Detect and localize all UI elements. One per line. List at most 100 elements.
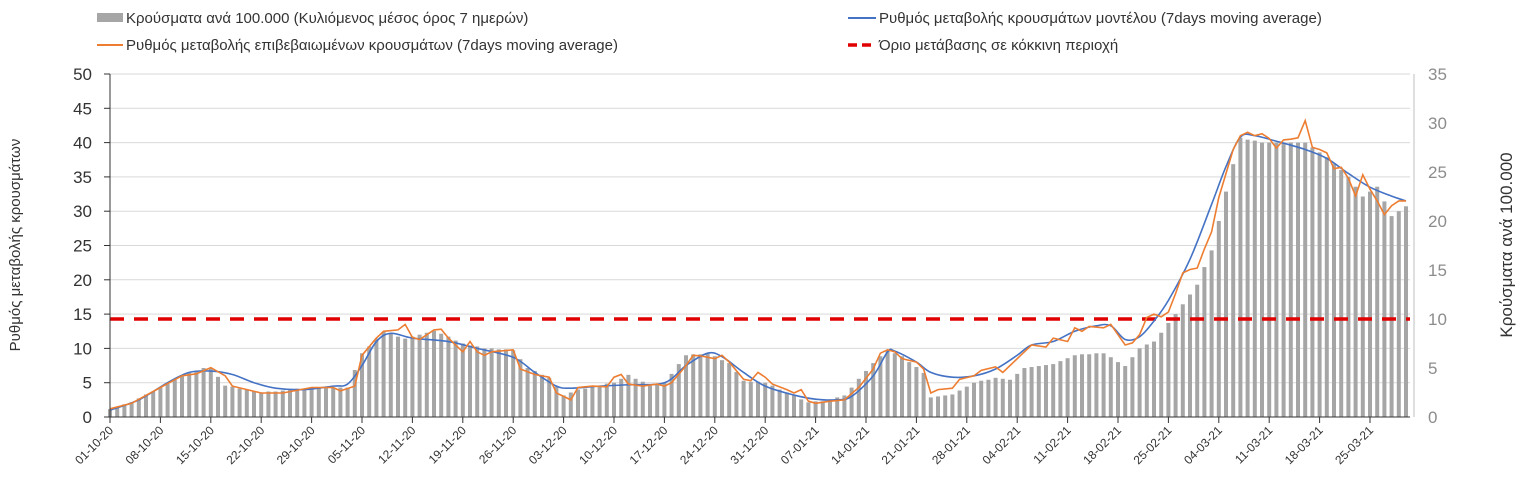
bar <box>878 356 883 417</box>
bar <box>741 380 746 417</box>
y-left-tick-label: 25 <box>73 237 92 256</box>
bar <box>554 386 559 417</box>
bar <box>597 385 602 417</box>
bar <box>662 382 667 417</box>
bar <box>576 389 580 417</box>
bar <box>619 378 624 417</box>
bar <box>1159 332 1164 417</box>
bar <box>1238 137 1243 417</box>
bar <box>1094 353 1099 417</box>
bar <box>1224 191 1228 417</box>
bar <box>1144 344 1149 417</box>
bar <box>446 336 451 417</box>
y-left-tick-label: 50 <box>73 65 92 84</box>
bar <box>194 370 199 417</box>
bar <box>496 349 501 417</box>
bar <box>1022 368 1027 417</box>
y-right-tick-label: 35 <box>1428 65 1447 84</box>
bar <box>568 392 573 417</box>
bar <box>712 356 717 417</box>
bar <box>504 349 508 417</box>
bar <box>784 392 789 417</box>
bar <box>1101 353 1106 417</box>
bar <box>583 388 588 417</box>
bar <box>813 401 818 417</box>
bar <box>1389 216 1394 417</box>
bar <box>921 372 926 417</box>
bar <box>612 382 616 417</box>
bar <box>360 353 364 417</box>
bar <box>230 386 235 417</box>
bar <box>1044 365 1048 417</box>
bar <box>1339 170 1344 417</box>
legend-swatch-bars <box>97 13 123 22</box>
bar <box>720 360 724 417</box>
bar <box>820 401 825 417</box>
bar <box>259 392 264 417</box>
bar <box>1137 348 1142 417</box>
y-right-tick-label: 25 <box>1428 163 1447 182</box>
bar <box>964 386 969 417</box>
bar <box>1000 378 1005 417</box>
bar <box>482 348 487 417</box>
y-left-tick-label: 0 <box>83 408 92 427</box>
bar <box>792 395 796 417</box>
bar <box>115 407 120 417</box>
bar <box>842 395 847 417</box>
bar <box>1346 176 1351 417</box>
bar <box>928 397 933 417</box>
bar <box>1303 142 1308 417</box>
bar <box>856 378 861 417</box>
bar <box>1231 164 1236 417</box>
y-left-tick-label: 15 <box>73 305 92 324</box>
bar <box>655 383 660 417</box>
bar <box>734 371 739 417</box>
bar <box>763 382 768 417</box>
bar <box>338 387 343 417</box>
bar <box>151 391 156 417</box>
bar <box>1130 357 1135 417</box>
bar <box>288 389 292 417</box>
bar <box>907 362 912 417</box>
bar <box>352 369 357 417</box>
legend-label-model: Ρυθμός μεταβολής κρουσμάτων μοντέλου (7d… <box>879 10 1322 27</box>
bar <box>460 343 465 417</box>
bar <box>1108 357 1113 417</box>
x-tick-label: 24-12-20 <box>677 423 721 467</box>
bar <box>1267 142 1272 417</box>
bar <box>633 378 638 417</box>
bar <box>561 395 566 417</box>
bar <box>1209 250 1214 417</box>
bar <box>144 394 148 417</box>
bar <box>1166 322 1171 417</box>
bar <box>1353 186 1358 417</box>
bar <box>1152 341 1156 417</box>
bar <box>158 387 163 417</box>
bar <box>972 382 976 417</box>
bar <box>648 385 652 417</box>
bar <box>1051 364 1056 417</box>
x-tick-label: 25-03-21 <box>1332 423 1376 467</box>
bar <box>1404 206 1408 417</box>
bar <box>1324 157 1329 418</box>
bar <box>180 375 184 417</box>
bar <box>432 330 436 417</box>
bar <box>1360 196 1365 417</box>
bar <box>381 331 386 417</box>
y-left-tick-label: 10 <box>73 339 92 358</box>
bar <box>864 370 868 417</box>
bar <box>1202 267 1207 417</box>
bar <box>1396 211 1401 417</box>
bar <box>410 336 415 417</box>
x-tick-label: 03-12-20 <box>526 423 570 467</box>
bar <box>295 388 300 417</box>
bar <box>136 398 141 417</box>
bar <box>208 368 213 417</box>
bar <box>216 376 220 417</box>
bar <box>914 367 919 417</box>
bar <box>367 346 372 417</box>
y-left-tick-label: 20 <box>73 271 92 290</box>
x-tick-label: 12-11-20 <box>375 423 418 466</box>
bar <box>511 350 516 417</box>
